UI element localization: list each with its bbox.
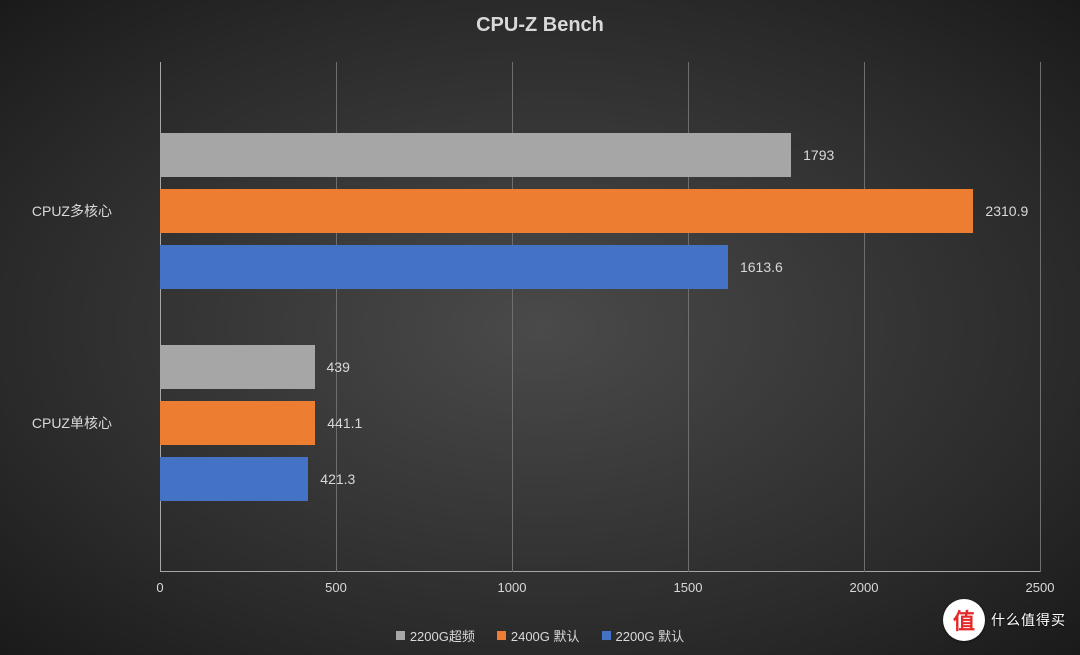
bar — [160, 245, 728, 289]
bar-value-label: 439 — [327, 359, 350, 375]
x-tick-label: 500 — [325, 580, 347, 595]
x-tick-label: 1500 — [674, 580, 703, 595]
x-tick-label: 2500 — [1026, 580, 1055, 595]
bar — [160, 345, 315, 389]
legend-item: 2200G 默认 — [602, 626, 685, 645]
plot-area: 05001000150020002500CPUZ多核心17932310.9161… — [160, 62, 1040, 572]
bar-value-label: 1613.6 — [740, 259, 783, 275]
bar — [160, 457, 308, 501]
watermark-badge: 值 — [943, 599, 985, 641]
x-tick-label: 0 — [156, 580, 163, 595]
bar — [160, 133, 791, 177]
chart-title: CPU-Z Bench — [0, 14, 1080, 37]
category-label: CPUZ多核心 — [32, 201, 112, 221]
gridline — [1040, 62, 1041, 572]
legend-label: 2200G 默认 — [616, 626, 685, 645]
legend-item: 2400G 默认 — [497, 626, 580, 645]
legend: 2200G超频 2400G 默认 2200G 默认 — [0, 626, 1080, 645]
legend-swatch — [396, 631, 405, 640]
legend-item: 2200G超频 — [396, 626, 475, 645]
category-label: CPUZ单核心 — [32, 413, 112, 433]
gridline — [864, 62, 865, 572]
x-tick-label: 2000 — [850, 580, 879, 595]
bar-value-label: 441.1 — [327, 415, 362, 431]
bar — [160, 401, 315, 445]
legend-swatch — [497, 631, 506, 640]
watermark-text: 什么值得买 — [991, 610, 1066, 630]
x-axis-line — [160, 571, 1040, 572]
chart-container: CPU-Z Bench 0 500 1000 1500 2000 2500 CPUZ多核心 1… — [0, 0, 1080, 655]
bar-value-label: 1793 — [803, 147, 834, 163]
legend-swatch — [602, 631, 611, 640]
x-tick-label: 1000 — [498, 580, 527, 595]
legend-label: 2200G超频 — [410, 626, 475, 645]
bar — [160, 189, 973, 233]
bar-value-label: 2310.9 — [985, 203, 1028, 219]
watermark: 值 什么值得买 — [943, 599, 1066, 641]
bar-value-label: 421.3 — [320, 471, 355, 487]
legend-label: 2400G 默认 — [511, 626, 580, 645]
